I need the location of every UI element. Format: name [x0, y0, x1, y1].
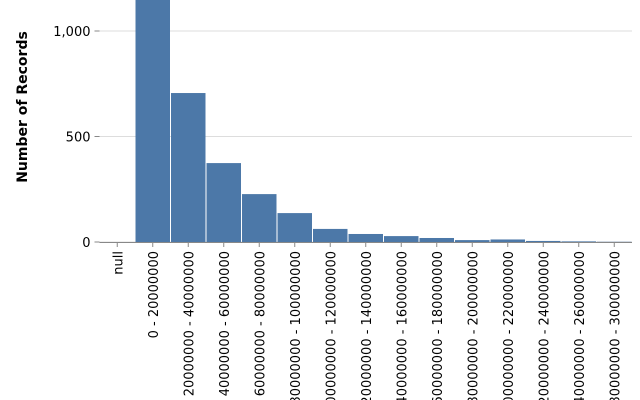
y-axis-title: Number of Records	[15, 31, 31, 183]
bar	[135, 0, 170, 242]
bar	[206, 163, 241, 242]
bar	[171, 93, 206, 242]
bar	[455, 240, 490, 242]
bar	[526, 240, 561, 242]
bar	[277, 213, 312, 242]
x-tick-label: 140000000 - 160000000	[395, 251, 410, 400]
y-tick-label: 1,000	[53, 25, 90, 40]
bar	[242, 194, 277, 242]
x-tick-label: 100000000 - 120000000	[324, 251, 339, 400]
x-tick-label: 160000000 - 180000000	[431, 251, 446, 400]
bar	[313, 228, 348, 242]
bar	[348, 233, 383, 242]
y-tick-label: 500	[66, 131, 91, 146]
x-tick-label: null	[111, 251, 126, 275]
x-tick-label: 80000000 - 100000000	[289, 251, 304, 400]
x-tick-label: 280000000 - 300000000	[608, 251, 623, 400]
x-tick-label: 180000000 - 200000000	[466, 251, 481, 400]
x-tick-label: 0 - 20000000	[147, 251, 162, 338]
bar	[490, 239, 525, 242]
x-tick-label: 220000000 - 240000000	[537, 251, 552, 400]
bar	[419, 237, 454, 242]
x-tick-label: 20000000 - 40000000	[182, 251, 197, 396]
x-tick-label: 40000000 - 60000000	[218, 251, 233, 396]
y-tick-label: 0	[82, 236, 90, 251]
bar	[384, 236, 419, 242]
x-tick-label: 200000000 - 220000000	[502, 251, 517, 400]
x-tick-label: 240000000 - 260000000	[573, 251, 588, 400]
x-tick-label: 120000000 - 140000000	[360, 251, 375, 400]
bar	[561, 241, 596, 242]
x-tick-label: 60000000 - 80000000	[253, 251, 268, 396]
